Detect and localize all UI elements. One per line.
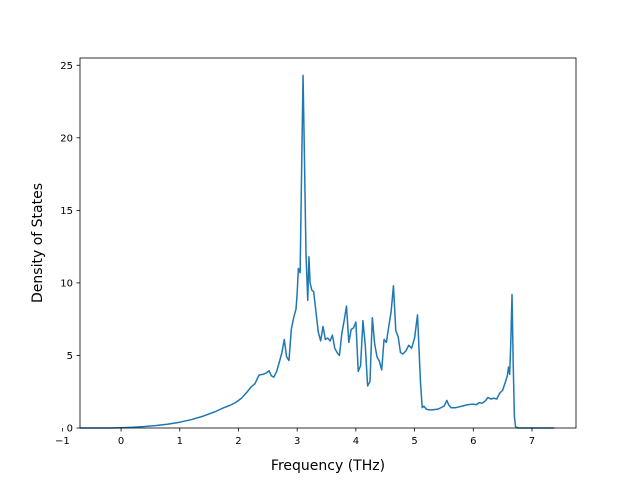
x-tick-label: 5 bbox=[411, 436, 417, 447]
y-tick-label: 10 bbox=[60, 278, 73, 289]
y-tick-label: 15 bbox=[60, 206, 73, 217]
x-tick-label: 2 bbox=[235, 436, 241, 447]
x-ticks: −1 0 1 2 3 4 5 6 7 bbox=[55, 428, 535, 447]
x-tick-label: 6 bbox=[470, 436, 476, 447]
y-axis-label: Density of States bbox=[30, 183, 46, 303]
x-tick-label: 3 bbox=[294, 436, 300, 447]
x-tick-label: 1 bbox=[177, 436, 183, 447]
x-axis-label: Frequency (THz) bbox=[271, 458, 385, 474]
x-tick-label: 0 bbox=[118, 436, 124, 447]
y-tick-label: 25 bbox=[60, 61, 73, 72]
dos-series-line-0 bbox=[80, 74, 555, 429]
y-ticks: 0 5 10 15 20 25 bbox=[60, 61, 80, 435]
x-tick-label: −1 bbox=[55, 436, 70, 447]
y-tick-label: 20 bbox=[60, 133, 73, 144]
y-tick-label: 0 bbox=[67, 424, 73, 435]
axes-frame bbox=[79, 57, 577, 429]
x-tick-label: 7 bbox=[529, 436, 535, 447]
x-tick-label: 4 bbox=[353, 436, 359, 447]
series-layer bbox=[80, 74, 555, 429]
plot-area bbox=[80, 58, 576, 428]
y-tick-label: 5 bbox=[67, 351, 73, 362]
